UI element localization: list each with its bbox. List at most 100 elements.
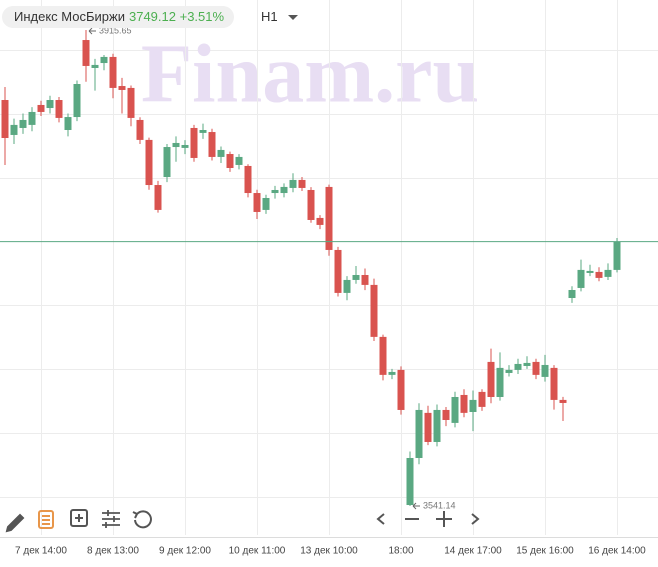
x-tick-label: 9 дек 12:00 xyxy=(159,546,211,557)
candle-body xyxy=(523,362,531,366)
candle-body xyxy=(118,86,126,90)
candle-body xyxy=(145,139,153,186)
last-price: 3749.12 xyxy=(128,9,176,24)
candle-body xyxy=(154,185,162,210)
candle-body xyxy=(253,193,261,212)
indicators-icon xyxy=(75,514,83,522)
candle-body xyxy=(109,56,117,88)
settings-tool[interactable] xyxy=(102,510,120,528)
candle-body xyxy=(550,367,558,400)
candle-body xyxy=(469,399,477,412)
candle-body xyxy=(379,336,387,375)
candle-body xyxy=(496,367,504,397)
candle-body xyxy=(163,147,171,178)
candle-body xyxy=(613,241,621,270)
candle-body xyxy=(586,270,594,273)
x-tick-label: 16 дек 14:00 xyxy=(588,546,646,557)
candle-body xyxy=(181,144,189,148)
watermark: Finam.ru xyxy=(141,27,479,120)
x-tick-label: 14 дек 17:00 xyxy=(444,546,502,557)
candle-body xyxy=(397,369,405,410)
scroll-right[interactable] xyxy=(471,513,480,525)
candle-body xyxy=(235,156,243,165)
candle-body xyxy=(370,284,378,337)
candle-body xyxy=(559,399,567,403)
candle-body xyxy=(271,189,279,194)
candle-body xyxy=(433,409,441,442)
candle-body xyxy=(91,64,99,68)
candle-body xyxy=(424,412,432,442)
draw-tool[interactable] xyxy=(5,513,25,533)
candle-body xyxy=(262,197,270,210)
candle-body xyxy=(172,142,180,148)
x-tick-label: 18:00 xyxy=(388,546,413,557)
candle-body xyxy=(325,186,333,250)
max-marker-arrow xyxy=(88,27,96,35)
candle-body xyxy=(64,117,72,131)
candle-body xyxy=(343,279,351,293)
candle-body xyxy=(334,249,342,293)
candle-body xyxy=(388,371,396,375)
timeframe[interactable]: H1 xyxy=(261,9,278,24)
x-tick-label: 7 дек 14:00 xyxy=(15,546,67,557)
candle-body xyxy=(451,396,459,423)
templates-icon xyxy=(42,515,50,525)
max-marker-label: 3915.65 xyxy=(99,25,132,35)
candle-body xyxy=(316,217,324,225)
min-marker-label: 3541.14 xyxy=(423,500,456,510)
candle-body xyxy=(82,40,90,66)
templates-tool[interactable] xyxy=(38,510,54,529)
candle-body xyxy=(442,409,450,420)
candle-body xyxy=(541,364,549,377)
candle-body xyxy=(28,111,36,125)
candle-body xyxy=(289,179,297,188)
toolbar xyxy=(5,509,480,533)
candle-body xyxy=(604,269,612,277)
instrument-title: Индекс МосБиржи xyxy=(14,9,125,24)
candle-body xyxy=(244,165,252,194)
candle-body xyxy=(136,119,144,140)
reset-tool[interactable] xyxy=(132,510,152,529)
candle-body xyxy=(208,132,216,157)
candle-body xyxy=(415,409,423,458)
candle-body xyxy=(1,100,9,139)
candle-body xyxy=(298,179,306,188)
candle-body xyxy=(307,189,315,220)
price-change: +3.51% xyxy=(179,9,225,24)
candle-body xyxy=(280,186,288,194)
x-tick-label: 13 дек 10:00 xyxy=(300,546,358,557)
candle-body xyxy=(568,289,576,298)
candle-body xyxy=(226,154,234,168)
timeframe-dropdown[interactable] xyxy=(288,15,298,20)
scroll-left[interactable] xyxy=(376,513,385,525)
candle-body xyxy=(487,361,495,397)
instrument-badge[interactable]: Индекс МосБиржи 3749.12 +3.51% xyxy=(2,6,235,28)
candle-body xyxy=(73,83,81,118)
candle-body xyxy=(595,271,603,278)
candle-body xyxy=(514,363,522,370)
candle-body xyxy=(199,130,207,133)
x-tick-label: 8 дек 13:00 xyxy=(87,546,139,557)
indicators-tool[interactable] xyxy=(70,509,88,527)
candle-body xyxy=(100,56,108,64)
candle-body xyxy=(127,87,135,118)
min-marker-arrow xyxy=(412,502,420,510)
candle-body xyxy=(478,391,486,407)
candle-body xyxy=(505,369,513,373)
candle-body xyxy=(532,361,540,375)
candle-body xyxy=(37,104,45,112)
x-tick-label: 15 дек 16:00 xyxy=(516,546,574,557)
candle-body xyxy=(55,100,63,118)
candle-body xyxy=(361,274,369,285)
candle-body xyxy=(190,127,198,158)
zoom-in[interactable] xyxy=(436,511,452,527)
candle-body xyxy=(217,149,225,157)
candle-body xyxy=(19,119,27,128)
candle-body xyxy=(460,394,468,413)
candle-body xyxy=(406,457,414,506)
candle-body xyxy=(46,100,54,109)
candle-body xyxy=(577,269,585,288)
x-tick-label: 10 дек 11:00 xyxy=(229,546,286,557)
